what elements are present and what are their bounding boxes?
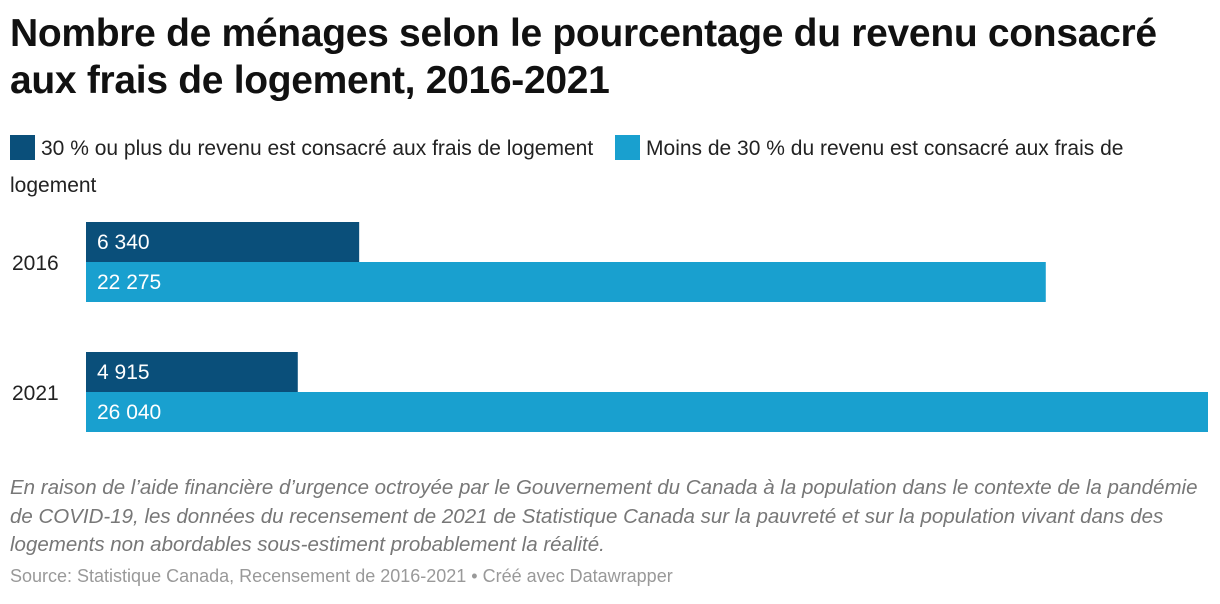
chart-note: En raison de l’aide financière d’urgence… [10,476,1198,556]
bar-value-label-2016-series-0: 6 340 [97,231,150,254]
bar-value-label-2021-series-1: 26 040 [97,401,161,424]
chart-title: Nombre de ménages selon le pourcentage d… [10,12,1157,102]
bar-2021-series-0 [86,352,298,392]
legend: 30 % ou plus du revenu est consacré aux … [10,130,1205,204]
bar-2016-series-0 [86,222,360,262]
category-label-2021: 2021 [12,382,59,405]
bar-value-label-2021-series-0: 4 915 [97,361,150,384]
bar-value-label-2016-series-1: 22 275 [97,271,161,294]
bar-2021-series-1 [86,392,1208,432]
legend-label-under-30: Moins de 30 % du revenu est consacré aux… [10,137,1124,197]
legend-item-under-30: Moins de 30 % du revenu est consacré aux… [10,135,1124,197]
bar-2016-series-1 [86,262,1046,302]
legend-label-30-plus: 30 % ou plus du revenu est consacré aux … [41,137,594,160]
legend-swatch-light [615,135,641,160]
legend-item-30-plus: 30 % ou plus du revenu est consacré aux … [10,135,594,160]
bar-chart: 2016 6 340 22 275 2021 4 915 26 040 [12,222,1208,432]
chart-source: Source: Statistique Canada, Recensement … [10,566,673,586]
legend-swatch-dark [10,135,35,160]
category-label-2016: 2016 [12,252,59,275]
